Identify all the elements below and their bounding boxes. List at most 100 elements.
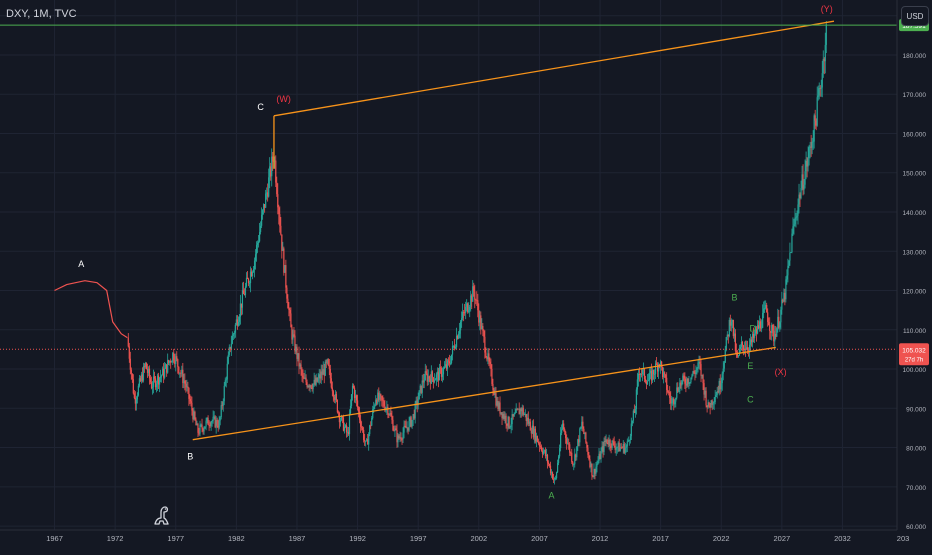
candle-body <box>257 241 260 244</box>
candle-body <box>727 334 729 337</box>
candle-body <box>690 377 692 383</box>
candle-body <box>699 361 701 365</box>
candle-body <box>647 380 650 382</box>
candle-body <box>695 369 697 375</box>
candle-body <box>589 459 591 468</box>
current-price-label: 105.032 <box>902 347 926 354</box>
candle-body <box>386 407 388 409</box>
candle-body <box>535 435 537 442</box>
candle-body <box>160 376 162 378</box>
candle-body <box>159 377 161 385</box>
candle-body <box>136 395 138 400</box>
candle-body <box>313 379 315 384</box>
candle-body <box>705 390 707 406</box>
candle-body <box>190 401 192 403</box>
candle-body <box>380 394 382 397</box>
candle-body <box>570 452 572 454</box>
candle-body <box>789 252 791 261</box>
candle-body <box>512 414 514 417</box>
candle-body <box>605 439 607 443</box>
candle-body <box>732 319 734 337</box>
candle-body <box>725 336 727 350</box>
candle-body <box>338 413 341 423</box>
candle-body <box>729 319 731 326</box>
candle-body <box>648 373 651 381</box>
candle-body <box>236 319 238 326</box>
candle-body <box>458 333 460 339</box>
time-tick-label: 2007 <box>531 534 548 543</box>
price-tick-label: 80.000 <box>906 446 926 453</box>
candle-body <box>327 359 329 366</box>
candle-body <box>268 177 270 197</box>
candle-body <box>415 400 417 404</box>
candle-body <box>598 453 600 462</box>
candle-body <box>801 174 803 188</box>
candle-body <box>330 378 332 388</box>
candle-body <box>785 279 787 300</box>
candle-body <box>513 413 515 417</box>
candle-body <box>816 97 818 126</box>
candle-body <box>166 364 168 373</box>
candle-body <box>561 429 563 434</box>
countdown-label: 27d 7h <box>905 357 923 363</box>
candle-body <box>322 368 324 375</box>
candle-body <box>165 364 167 369</box>
candle-body <box>747 349 750 351</box>
candle-body <box>521 407 523 412</box>
wave-label: (X) <box>775 367 787 377</box>
wave-label: (Y) <box>821 4 833 14</box>
candle-body <box>410 417 412 427</box>
candle-body <box>252 269 255 272</box>
candle-body <box>321 371 323 375</box>
candle-body <box>295 346 297 352</box>
candle-body <box>719 380 721 390</box>
candle-body <box>211 421 213 423</box>
candle-body <box>656 364 659 372</box>
candle-body <box>618 442 620 452</box>
candle-body <box>541 450 544 454</box>
candle-body <box>646 381 649 385</box>
candle-body <box>474 291 476 300</box>
candle-body <box>702 374 704 384</box>
candle-body <box>750 339 753 343</box>
candle-body <box>131 373 133 380</box>
candle-body <box>593 469 595 477</box>
wave-label: D <box>750 324 757 334</box>
time-tick-label: 2002 <box>470 534 487 543</box>
candle-body <box>384 406 386 411</box>
candle-body <box>263 204 265 211</box>
candle-body <box>307 385 309 387</box>
candle-body <box>638 374 641 375</box>
candle-body <box>459 330 461 334</box>
candle-body <box>228 347 230 355</box>
candle-body <box>212 416 214 422</box>
wave-label: E <box>747 361 753 371</box>
candle-body <box>684 378 686 384</box>
candle-body <box>170 360 172 363</box>
candle-body <box>758 325 760 329</box>
candle-body <box>607 442 609 445</box>
candle-body <box>248 283 251 284</box>
candle-body <box>482 326 484 331</box>
candle-body <box>494 393 496 395</box>
candle-body <box>374 405 376 407</box>
candle-body <box>808 147 810 159</box>
candle-body <box>704 390 706 395</box>
candle-body <box>352 385 355 388</box>
candle-body <box>677 387 679 392</box>
candle-body <box>530 430 532 434</box>
candle-body <box>227 354 229 364</box>
candle-body <box>394 428 396 431</box>
candle-body <box>173 352 175 360</box>
candle-body <box>518 408 520 415</box>
candle-body <box>435 374 437 380</box>
candle-body <box>340 416 343 421</box>
candle-body <box>403 425 405 433</box>
currency-button[interactable]: USD <box>901 6 929 26</box>
symbol-title: DXY, 1M, TVC <box>6 8 77 20</box>
candle-body <box>392 419 394 431</box>
candle-body <box>515 409 517 413</box>
candle-body <box>261 214 263 226</box>
